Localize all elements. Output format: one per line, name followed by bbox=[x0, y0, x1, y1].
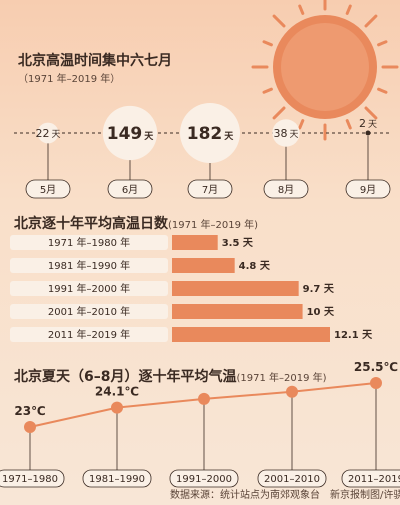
sun-ray bbox=[364, 106, 378, 120]
bar-category-bg bbox=[10, 235, 168, 250]
sun-ray bbox=[262, 87, 273, 94]
decade-label: 1971–1980 bbox=[2, 474, 58, 485]
section3-title: 北京夏天（6–8月）逐十年平均气温(1971 年–2019 年) bbox=[14, 366, 327, 386]
bubble-value-label: 22 天 bbox=[35, 127, 60, 140]
line-value-label: 24.1℃ bbox=[95, 385, 139, 399]
bar-value-label: 3.5 天 bbox=[222, 237, 254, 249]
sun-ray bbox=[262, 40, 273, 47]
sun-ray bbox=[272, 14, 286, 28]
sun-ray bbox=[364, 14, 378, 28]
bar-mark bbox=[172, 281, 299, 296]
section3-title-text: 北京夏天（6–8月）逐十年平均气温 bbox=[14, 369, 237, 385]
bar-category-label: 1971 年–1980 年 bbox=[48, 236, 130, 249]
bar-value-label: 12.1 天 bbox=[334, 329, 373, 341]
footer-source: 数据来源：统计站点为南郊观象台 新京报制图/许骁 bbox=[170, 490, 400, 501]
sun-ray bbox=[298, 119, 305, 130]
section2-title-text: 北京逐十年平均高温日数 bbox=[14, 216, 168, 232]
bar-category-bg bbox=[10, 327, 168, 342]
decade-pill bbox=[0, 469, 65, 488]
month-label: 7月 bbox=[202, 184, 218, 196]
bar-mark bbox=[172, 258, 235, 273]
bubble-mark bbox=[180, 103, 240, 163]
line-point bbox=[370, 377, 382, 389]
bar-category-label: 2011 年–2019 年 bbox=[48, 328, 130, 341]
bar-mark bbox=[172, 304, 303, 319]
sun-ray bbox=[345, 4, 352, 15]
line-series bbox=[29, 382, 377, 428]
decade-label: 1991–2000 bbox=[176, 474, 232, 485]
month-pill bbox=[263, 179, 309, 199]
line-value-label: 25.5℃ bbox=[354, 360, 398, 374]
sun-ray bbox=[345, 119, 352, 130]
decade-label: 1981–1990 bbox=[89, 474, 145, 485]
bar-category-label: 2001 年–2010 年 bbox=[48, 305, 130, 318]
bar-mark bbox=[172, 235, 218, 250]
decade-pill bbox=[341, 469, 400, 488]
month-pill bbox=[25, 179, 71, 199]
month-pill bbox=[107, 179, 153, 199]
section2-subtitle: (1971 年–2019 年) bbox=[168, 220, 259, 231]
sun-ray bbox=[272, 106, 286, 120]
section2-title: 北京逐十年平均高温日数(1971 年–2019 年) bbox=[14, 213, 258, 233]
line-point bbox=[286, 385, 298, 398]
bar-value-label: 10 天 bbox=[307, 306, 335, 318]
line-point bbox=[198, 392, 210, 405]
bubble-mark bbox=[102, 105, 158, 161]
section1-subtitle: （1971 年–2019 年） bbox=[18, 74, 121, 85]
bubble-mark bbox=[272, 119, 300, 147]
bar-category-bg bbox=[10, 281, 168, 296]
line-value-label: 23℃ bbox=[14, 404, 45, 418]
section3-subtitle: (1971 年–2019 年) bbox=[236, 373, 327, 384]
bar-category-bg bbox=[10, 258, 168, 273]
bar-mark bbox=[172, 327, 330, 342]
month-pill bbox=[345, 179, 391, 199]
sun-ray bbox=[377, 40, 388, 47]
decade-label: 2001–2010 bbox=[264, 474, 320, 485]
month-label: 5月 bbox=[40, 184, 56, 196]
bubble-value-label: 149 天 bbox=[107, 124, 155, 144]
sun-ray bbox=[298, 4, 305, 15]
decade-pill bbox=[169, 469, 239, 488]
decade-pill bbox=[257, 469, 327, 488]
month-pill bbox=[187, 179, 233, 199]
bubble-mark bbox=[365, 130, 371, 136]
decade-label: 2011–2019 bbox=[348, 474, 400, 485]
month-label: 9月 bbox=[360, 184, 376, 196]
bar-category-label: 1991 年–2000 年 bbox=[48, 282, 130, 295]
bubble-mark bbox=[37, 122, 59, 144]
section1-title: 北京高温时间集中六七月 bbox=[18, 53, 172, 69]
line-point bbox=[111, 401, 123, 414]
decade-pill bbox=[82, 469, 152, 488]
month-label: 8月 bbox=[278, 184, 294, 196]
line-point bbox=[24, 421, 36, 433]
sun-ray bbox=[377, 87, 388, 94]
bar-value-label: 9.7 天 bbox=[303, 283, 335, 295]
sun-icon bbox=[251, 0, 399, 141]
month-label: 6月 bbox=[122, 184, 138, 196]
bubble-value-label: 182 天 bbox=[187, 124, 235, 144]
bubble-value-label: 38 天 bbox=[273, 127, 298, 140]
bar-value-label: 4.8 天 bbox=[239, 260, 271, 272]
bar-category-bg bbox=[10, 304, 168, 319]
bar-category-label: 1981 年–1990 年 bbox=[48, 259, 130, 272]
